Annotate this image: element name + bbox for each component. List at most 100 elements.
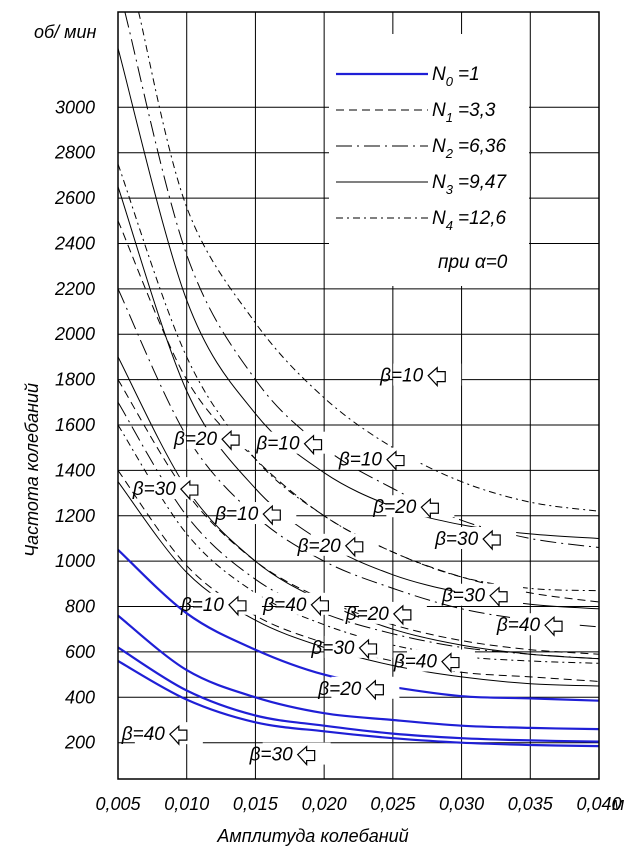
curve-N2636-beta-30 (117, 402, 600, 660)
beta-annotation: β=10 (180, 592, 262, 617)
arrow-icon (489, 586, 508, 608)
beta-annotation: β=20 (372, 495, 455, 519)
arrow-icon (386, 450, 405, 472)
y-tick-label: 1400 (55, 460, 95, 480)
beta-label: β=10 (338, 450, 383, 471)
beta-label: β=10 (214, 504, 259, 525)
beta-label: β=40 (121, 724, 166, 745)
x-tick-label: 0,040 (576, 794, 621, 814)
curve-N4126-beta-10 (138, 11, 600, 512)
beta-annotation: β=30 (434, 527, 517, 551)
arrow-icon (544, 615, 563, 637)
y-unit-label: об/ мин (34, 22, 96, 42)
arrow-icon (228, 595, 247, 617)
beta-annotation: β=10 (214, 502, 297, 526)
y-tick-label: 1000 (55, 551, 95, 571)
arrow-icon (358, 638, 378, 660)
beta-label: β=30 (249, 745, 294, 766)
y-tick-label: 2400 (54, 233, 95, 253)
x-tick-label: 0,025 (370, 794, 416, 814)
arrow-icon (420, 497, 439, 519)
beta-annotation: β=30 (310, 635, 393, 660)
beta-annotation: β=30 (132, 477, 214, 501)
y-tick-label: 1200 (55, 506, 95, 526)
legend-note: при α=0 (438, 252, 508, 273)
beta-annotation: β=20 (297, 533, 379, 558)
curve-N01-beta-20 (117, 614, 600, 731)
y-tick-label: 1800 (55, 370, 95, 390)
beta-label: β=30 (132, 479, 177, 500)
x-tick-label: 0,015 (233, 794, 279, 814)
y-tick-label: 2200 (54, 279, 95, 299)
arrow-icon (482, 529, 501, 551)
legend-label: N3 =9,47 (432, 172, 507, 197)
beta-label: β=10 (379, 366, 424, 387)
y-tick-label: 800 (65, 597, 95, 617)
x-unit-label: м (612, 794, 624, 814)
beta-annotation: β=40 (121, 722, 203, 746)
beta-label: β=30 (441, 586, 486, 607)
beta-label: β=40 (393, 652, 438, 673)
x-axis-title: Амплитуда колебаний (216, 826, 408, 846)
arrow-icon (427, 366, 446, 388)
beta-label: β=20 (345, 604, 390, 625)
arrow-icon (262, 504, 281, 526)
legend-background (329, 34, 529, 286)
beta-annotation: β=40 (393, 649, 475, 674)
beta-label: β=20 (372, 497, 417, 518)
beta-annotation: β=30 (249, 742, 331, 767)
x-tick-label: 0,005 (95, 794, 141, 814)
y-tick-label: 2800 (54, 143, 95, 163)
arrow-icon (365, 679, 384, 701)
y-tick-label: 600 (65, 642, 95, 662)
legend: N0 =1 N1 =3,3 N2 =6,36 N3 =9,47 N4 =12,6 при α=0 (329, 34, 529, 286)
legend-label: N0 =1 (432, 64, 480, 89)
beta-label: β=20 (297, 536, 342, 557)
legend-label: N2 =6,36 (432, 136, 506, 161)
beta-label: β=30 (310, 638, 355, 659)
x-tick-label: 0,020 (302, 794, 347, 814)
arrow-icon (179, 479, 199, 501)
beta-annotation: β=20 (345, 601, 427, 626)
x-tick-label: 0,010 (164, 794, 209, 814)
arrow-icon (168, 724, 188, 746)
y-tick-label: 1600 (55, 415, 95, 435)
beta-annotation: β=30 (441, 583, 524, 608)
beta-label: β=20 (173, 429, 218, 450)
arrow-icon (344, 536, 364, 558)
curve-N2636-beta-20 (117, 288, 600, 628)
arrow-icon (441, 652, 460, 674)
y-tick-label: 2600 (54, 188, 95, 208)
beta-annotation: β=20 (173, 427, 256, 451)
beta-label: β=20 (317, 679, 362, 700)
arrow-icon (303, 434, 323, 456)
y-tick-label: 200 (64, 733, 95, 753)
beta-label: β=10 (255, 434, 300, 455)
beta-annotation: β=10 (379, 363, 462, 388)
plot-frame (117, 11, 600, 780)
beta-annotation: β=10 (255, 431, 338, 456)
beta-label: β=10 (180, 595, 225, 616)
y-tick-label: 400 (65, 687, 95, 707)
x-tick-label: 0,030 (439, 794, 484, 814)
beta-annotations: β=10 β=20 β=10 β=10 β=30 β=10 β=20 β=30 β=20 β=10… (121, 363, 579, 767)
curve-N01-beta-30 (117, 646, 600, 743)
y-axis-title: Частота колебаний (22, 383, 42, 557)
x-tick-label: 0,035 (508, 794, 554, 814)
tick-labels: 0,005 0,010 0,015 0,020 0,025 0,030 0,035 0,040… (54, 97, 622, 814)
beta-annotation: β=40 (262, 592, 345, 617)
beta-label: β=30 (434, 529, 479, 550)
beta-annotation: β=40 (496, 613, 579, 637)
y-tick-label: 3000 (55, 97, 95, 117)
legend-label: N4 =12,6 (432, 208, 506, 233)
curve-N4126-beta-40 (117, 424, 600, 664)
curve-N01-beta-40 (117, 660, 600, 748)
beta-annotation: β=10 (338, 447, 420, 472)
arrow-icon (310, 595, 329, 617)
beta-annotation: β=20 (317, 676, 400, 701)
arrow-icon (221, 429, 240, 451)
beta-label: β=40 (262, 595, 307, 616)
legend-label: N1 =3,3 (432, 100, 496, 125)
beta-label: β=40 (496, 615, 541, 636)
